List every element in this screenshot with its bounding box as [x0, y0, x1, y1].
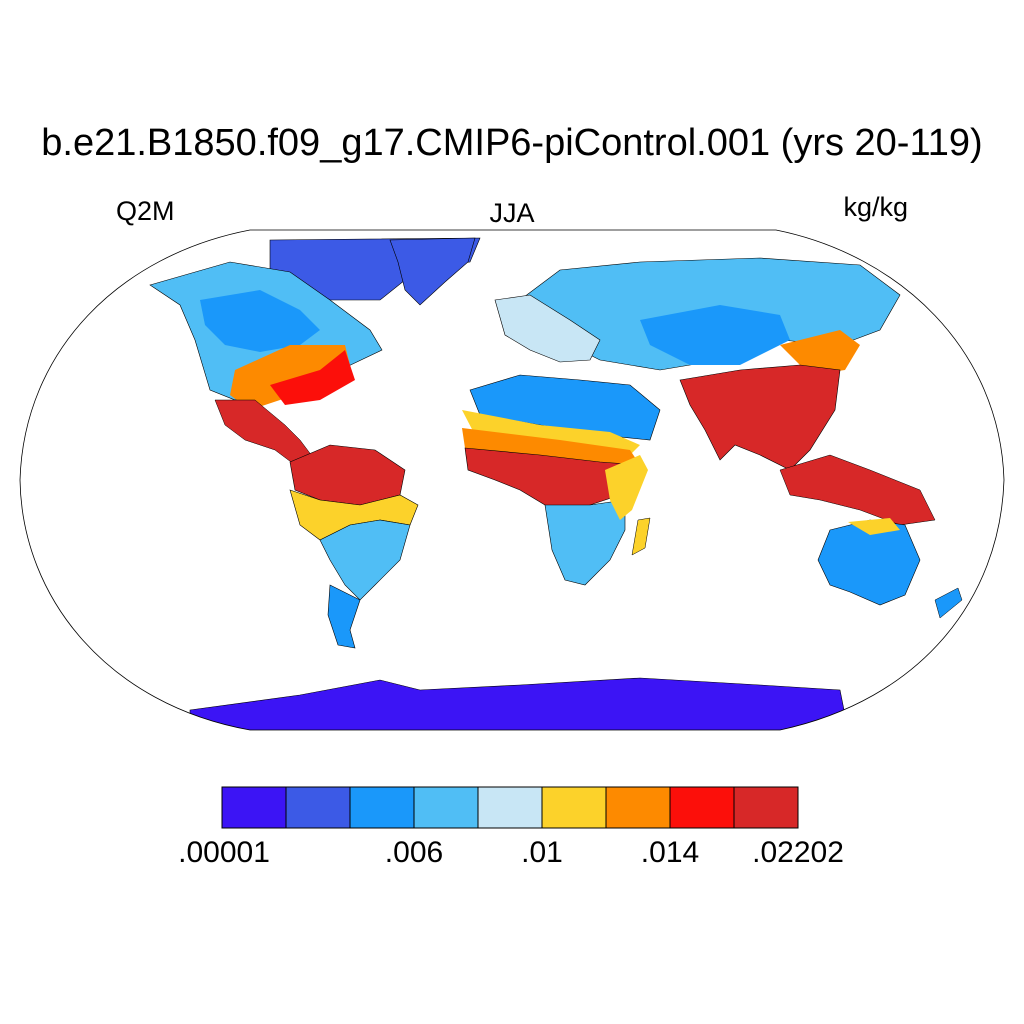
variable-label: Q2M — [116, 196, 175, 226]
region-east-asia-warm — [780, 330, 860, 375]
region-sahel — [462, 428, 640, 465]
colorbar-swatch-1 — [285, 786, 351, 829]
colorbar-swatch-6 — [605, 786, 671, 829]
region-north-america-east — [200, 290, 320, 352]
units-label: kg/kg — [843, 192, 908, 222]
region-southern-africa — [544, 499, 626, 586]
colorbar-swatch-5 — [541, 786, 607, 829]
region-greenland — [389, 237, 476, 306]
colorbar-swatch-8 — [733, 786, 799, 829]
colorbar-label-3: .014 — [640, 836, 700, 869]
region-sahara-edge — [462, 410, 640, 455]
region-southeast-asia — [779, 454, 936, 526]
region-australia-north — [848, 518, 900, 535]
colorbar-label-1: .006 — [384, 836, 444, 869]
colorbar-swatch-2 — [349, 786, 415, 829]
region-new-zealand — [934, 587, 963, 619]
plot-title: b.e21.B1850.f09_g17.CMIP6-piControl.001 … — [41, 122, 983, 164]
map-boundary — [19, 229, 1005, 731]
region-gulf-coast — [270, 350, 355, 405]
season-label: JJA — [489, 198, 535, 228]
colorbar-label-0: .00001 — [178, 836, 270, 869]
colorbar-label-4: .02202 — [752, 836, 844, 869]
colorbar-swatch-3 — [413, 786, 479, 829]
colorbar-swatch-4 — [477, 786, 543, 829]
colorbar-swatch-7 — [669, 786, 735, 829]
colorbar-swatch-0 — [221, 786, 287, 829]
region-east-africa — [605, 455, 648, 520]
region-north-america-warm — [230, 345, 350, 410]
region-madagascar — [631, 517, 651, 556]
region-central-asia — [640, 305, 790, 365]
region-antarctica — [189, 677, 851, 730]
region-south-america — [319, 519, 411, 601]
region-patagonia — [327, 584, 361, 649]
colorbar-label-2: .01 — [521, 836, 563, 869]
region-europe — [494, 294, 601, 363]
